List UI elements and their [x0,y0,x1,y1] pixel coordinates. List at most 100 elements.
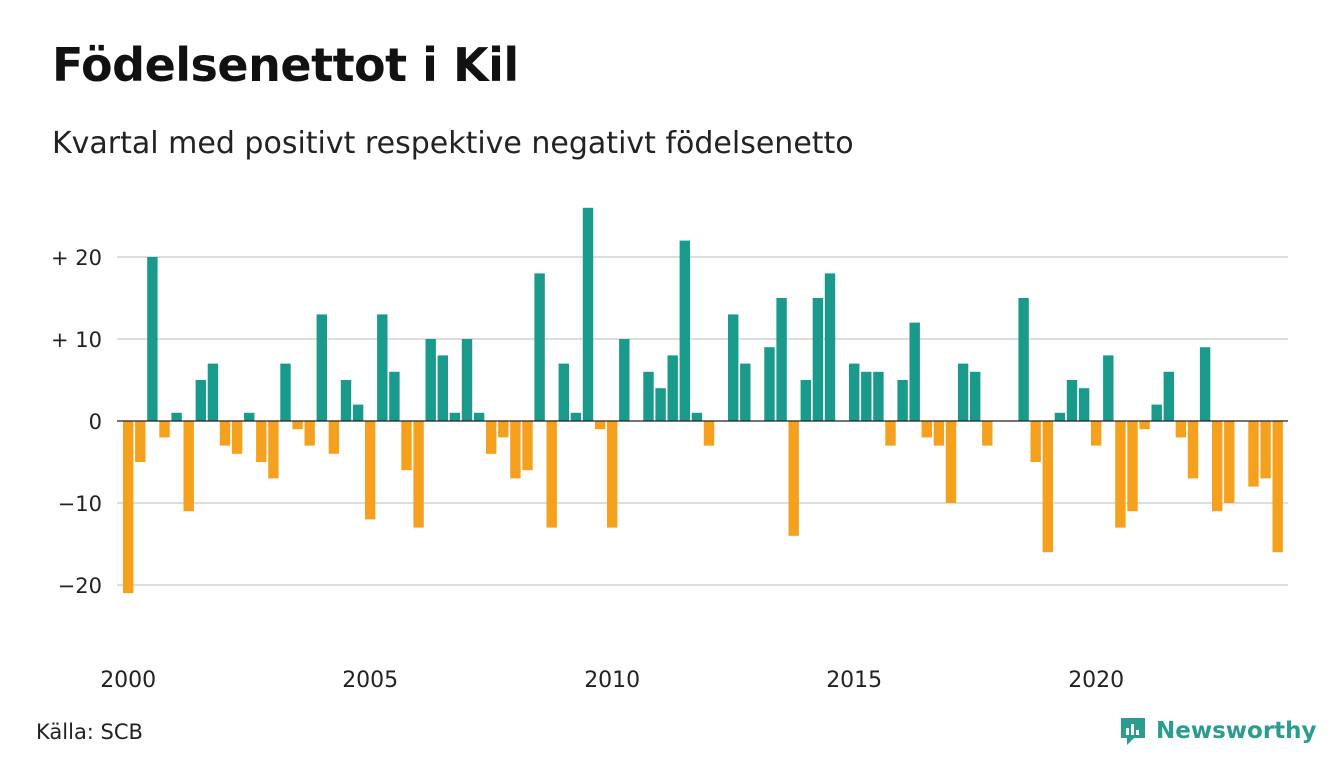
y-tick-label: −20 [58,574,102,598]
bar-negative [1212,421,1223,512]
x-tick-label: 2020 [1068,668,1124,693]
bar-negative [486,421,497,454]
bar-positive [473,412,485,421]
brand-name: Newsworthy [1156,718,1317,744]
bar-negative [304,421,315,446]
bar-positive [957,363,969,421]
bar-negative [1127,421,1138,512]
bar-positive [764,347,775,421]
bar-negative [522,421,533,471]
bar-positive [389,371,400,421]
bar-positive [667,355,678,421]
bar-positive [679,240,690,421]
bar-positive [849,363,860,421]
bars [123,207,1283,594]
bar-positive [1163,371,1174,421]
bar-negative [1224,421,1235,503]
bar-negative [921,421,932,438]
bar-negative [594,421,606,430]
bar-negative [546,421,557,528]
bar-positive [1078,388,1090,421]
bar-negative [1248,421,1259,487]
bar-positive [147,257,158,421]
bar-negative [231,421,243,454]
bar-positive [437,355,448,421]
bar-positive [1103,355,1114,421]
y-tick-label: −10 [58,492,102,516]
bar-positive [207,363,219,421]
bar-negative [607,421,618,528]
chart-title: Födelsenettot i Kil [52,38,519,92]
newsworthy-logo-icon [1121,718,1145,745]
brand-logo[interactable]: Newsworthy [1118,714,1317,748]
bar-negative [982,421,993,446]
bar-positive [195,380,206,421]
bar-negative [256,421,267,462]
bar-positive [558,363,569,421]
bar-negative [498,421,509,438]
source-label: Källa: SCB [36,720,143,744]
bar-positive [861,371,872,421]
bar-positive [352,404,364,421]
bar-positive [1054,412,1066,421]
bar-positive [1199,347,1211,421]
x-axis-ticks: 2000 2005 2010 2015 2020 [100,668,1124,693]
bar-positive [619,339,630,421]
bar-positive [691,412,703,421]
bar-negative [1139,421,1150,430]
bar-negative [1175,421,1187,438]
bar-positive [582,207,594,421]
bar-negative [135,421,146,462]
bar-positive [824,273,836,421]
bar-positive [570,412,582,421]
bar-positive [800,380,811,421]
bar-positive [909,322,920,421]
bar-negative [703,421,715,446]
bar-positive [280,363,291,421]
bar-positive [1151,404,1162,421]
bar-positive [873,371,884,421]
bar-positive [812,298,824,421]
y-tick-label: + 10 [51,328,102,352]
bar-positive [740,363,751,421]
y-tick-label: 0 [89,410,102,434]
bar-negative [1091,421,1102,446]
bar-positive [425,339,436,421]
chart-subtitle: Kvartal med positivt respektive negativt… [52,126,854,161]
x-tick-label: 2010 [584,668,640,693]
bar-negative [123,421,134,594]
bar-negative [365,421,376,520]
bar-negative [1115,421,1126,528]
bar-negative [219,421,231,446]
bar-negative [1042,421,1053,553]
x-tick-label: 2005 [342,668,398,693]
bar-negative [401,421,412,471]
bar-positive [171,412,182,421]
bar-negative [1187,421,1199,479]
bar-negative [788,421,799,536]
bar-positive [897,380,908,421]
bar-positive [728,314,739,421]
bar-positive [244,412,255,421]
bar-negative [1272,421,1283,553]
bar-positive [377,314,388,421]
bar-negative [268,421,279,479]
bar-positive [776,298,787,421]
bar-positive [970,371,981,421]
bar-negative [328,421,340,454]
bar-negative [292,421,303,430]
bar-positive [461,339,473,421]
bar-positive [340,380,352,421]
bar-positive [1066,380,1078,421]
bar-negative [885,421,896,446]
bar-positive [655,388,666,421]
bar-negative [1260,421,1271,479]
y-tick-label: + 20 [51,246,102,270]
bar-positive [1018,298,1029,421]
y-axis-ticks: + 20 + 10 0 −10 −20 [51,246,102,598]
bar-positive [316,314,327,421]
bar-negative [183,421,194,512]
bar-positive [449,412,461,421]
bar-positive [534,273,545,421]
